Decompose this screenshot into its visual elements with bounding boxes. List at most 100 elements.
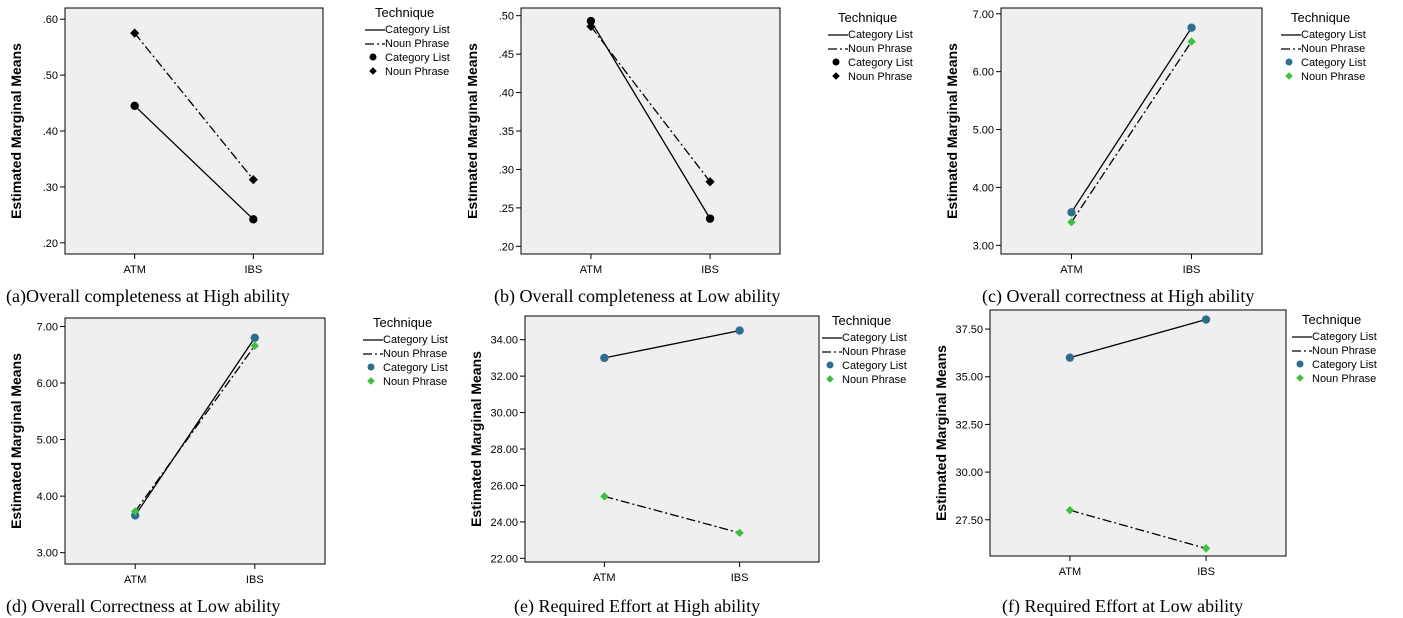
series-line-category-list bbox=[590, 20, 711, 219]
y-tick-label: 7.00 bbox=[37, 321, 58, 333]
point-category-list bbox=[1065, 353, 1075, 362]
legend-label: Noun Phrase bbox=[1301, 43, 1365, 55]
y-tick-label: .45 bbox=[499, 49, 514, 61]
series-line-category-list bbox=[604, 329, 740, 359]
legend-marker-noun-phrase bbox=[832, 72, 840, 80]
y-tick-label: .25 bbox=[499, 203, 514, 215]
legend-label: Category List bbox=[842, 332, 907, 344]
y-tick-label: 6.00 bbox=[37, 378, 58, 390]
plot-area bbox=[524, 315, 820, 563]
y-tick-label: 6.00 bbox=[973, 67, 994, 79]
point-category-list bbox=[735, 326, 744, 335]
point-category-list bbox=[1067, 208, 1076, 217]
y-axis-label: Estimated Marginal Means bbox=[8, 353, 24, 529]
legend-marker-category-list bbox=[832, 58, 840, 66]
legend-marker-noun-phrase bbox=[826, 375, 834, 383]
y-tick-label: 22.00 bbox=[490, 553, 518, 565]
y-tick-label: 4.00 bbox=[973, 182, 994, 194]
chart-d: 3.00 4.00 5.00 6.00 7.00 ATM IBS Estimated Marg… bbox=[8, 315, 448, 586]
y-tick-label: 26.00 bbox=[490, 480, 518, 492]
series-line-category-list bbox=[1069, 318, 1207, 359]
y-tick-label: .60 bbox=[43, 14, 58, 26]
y-axis-label: Estimated Marginal Means bbox=[944, 43, 960, 219]
x-tick-label: ATM bbox=[124, 574, 146, 586]
series-line-noun-phrase bbox=[1070, 41, 1193, 223]
x-tick-label: ATM bbox=[1060, 264, 1082, 276]
legend-marker-category-list bbox=[826, 361, 834, 369]
legend-label: Category List bbox=[1312, 359, 1377, 371]
point-noun-phrase bbox=[248, 175, 258, 185]
legend-title: Technique bbox=[1302, 312, 1361, 327]
y-tick-label: .20 bbox=[43, 238, 58, 250]
chart-c: 3.00 4.00 5.00 6.00 7.00 ATM IBS Estimated Marg… bbox=[944, 7, 1366, 276]
y-tick-label: 27.50 bbox=[955, 515, 983, 527]
x-tick-label: ATM bbox=[593, 572, 615, 584]
chart-e: 22.00 24.00 26.00 28.00 30.00 32.00 34.00 ATM IB… bbox=[468, 313, 907, 584]
y-tick-label: 34.00 bbox=[490, 335, 518, 347]
legend-marker-noun-phrase bbox=[1285, 72, 1293, 80]
legend-title: Technique bbox=[375, 5, 434, 20]
x-tick-label: IBS bbox=[1197, 566, 1215, 578]
legend-label: Noun Phrase bbox=[1312, 345, 1376, 357]
series-line-category-list bbox=[134, 337, 256, 516]
y-axis-label: Estimated Marginal Means bbox=[933, 345, 949, 521]
x-tick-label: ATM bbox=[580, 264, 602, 276]
y-tick-label: .20 bbox=[499, 241, 514, 253]
x-tick-label: ATM bbox=[123, 264, 145, 276]
legend-marker-category-list bbox=[367, 363, 375, 371]
point-category-list bbox=[586, 16, 596, 26]
series-line-noun-phrase bbox=[134, 32, 254, 181]
y-axis-label: Estimated Marginal Means bbox=[8, 43, 24, 219]
legend-marker-noun-phrase bbox=[369, 67, 377, 75]
y-tick-label: .30 bbox=[43, 182, 58, 194]
legend-marker-noun-phrase bbox=[1296, 374, 1304, 382]
point-category-list bbox=[600, 353, 609, 363]
point-noun-phrase bbox=[130, 28, 140, 38]
caption-d: (d) Overall Correctness at Low ability bbox=[6, 596, 281, 616]
point-noun-phrase bbox=[131, 507, 140, 516]
series-line-category-list bbox=[1070, 27, 1193, 213]
caption-a: (a)Overall completeness at High ability bbox=[6, 286, 290, 306]
point-noun-phrase bbox=[600, 492, 609, 501]
legend-label: Noun Phrase bbox=[848, 43, 912, 55]
series-line-noun-phrase bbox=[1069, 509, 1207, 549]
legend-label: Category List bbox=[1312, 331, 1377, 343]
legend-label: Noun Phrase bbox=[385, 38, 449, 50]
series-line-noun-phrase bbox=[134, 345, 256, 512]
legend-label: Noun Phrase bbox=[383, 376, 447, 388]
legend-label: Category List bbox=[1301, 29, 1366, 41]
x-tick-label: IBS bbox=[731, 572, 749, 584]
plot-area bbox=[989, 309, 1287, 557]
point-category-list bbox=[705, 214, 715, 223]
y-tick-label: 3.00 bbox=[37, 548, 58, 560]
point-noun-phrase bbox=[705, 177, 715, 187]
x-tick-label: ATM bbox=[1059, 566, 1081, 578]
plot-area bbox=[520, 7, 781, 255]
y-tick-label: 37.50 bbox=[955, 324, 983, 336]
point-noun-phrase bbox=[250, 341, 259, 350]
x-tick-label: IBS bbox=[246, 574, 264, 586]
legend-label: Category List bbox=[383, 334, 448, 346]
point-category-list bbox=[249, 215, 258, 224]
caption-c: (c) Overall correctness at High ability bbox=[982, 286, 1255, 306]
y-tick-label: .35 bbox=[499, 126, 514, 138]
legend-title: Technique bbox=[1291, 10, 1350, 25]
y-tick-label: 5.00 bbox=[37, 435, 58, 447]
y-axis-label: Estimated Marginal Means bbox=[468, 43, 480, 219]
series-line-category-list bbox=[134, 105, 254, 220]
legend-title: Technique bbox=[832, 313, 891, 328]
y-tick-label: 24.00 bbox=[490, 517, 518, 529]
legend-label: Noun Phrase bbox=[842, 374, 906, 386]
plot-area bbox=[64, 317, 326, 565]
legend-label: Category List bbox=[385, 52, 450, 64]
y-tick-label: 32.50 bbox=[955, 419, 983, 431]
point-noun-phrase bbox=[735, 528, 744, 538]
y-tick-label: 30.00 bbox=[490, 408, 518, 420]
point-category-list bbox=[1187, 23, 1196, 32]
y-tick-label: 7.00 bbox=[973, 9, 994, 21]
y-tick-label: .40 bbox=[499, 88, 514, 100]
x-tick-label: IBS bbox=[244, 264, 262, 276]
legend-label: Noun Phrase bbox=[842, 346, 906, 358]
legend-title: Technique bbox=[373, 315, 432, 330]
point-category-list bbox=[1201, 315, 1211, 324]
